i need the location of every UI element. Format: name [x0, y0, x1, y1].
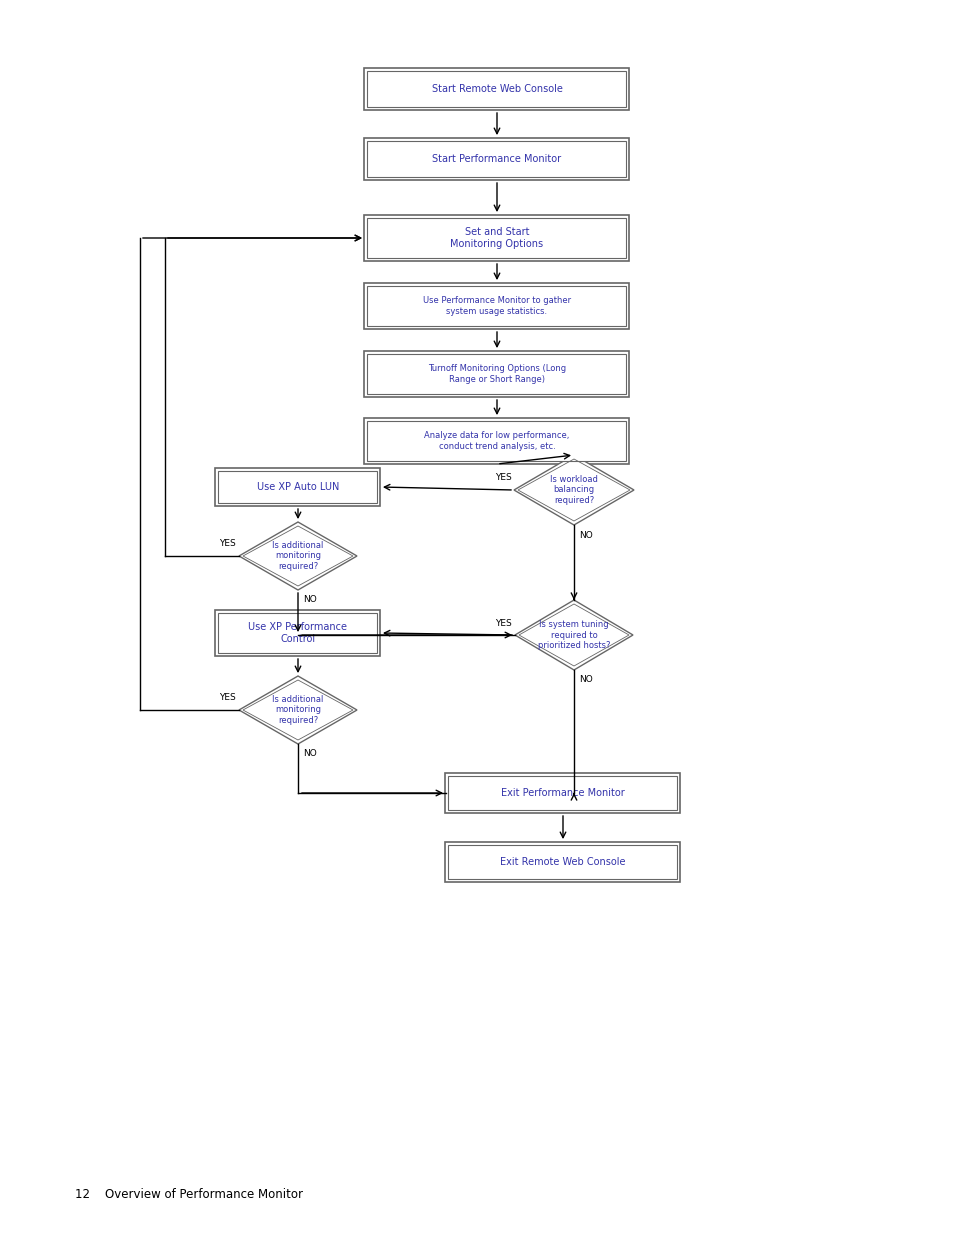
Text: Exit Remote Web Console: Exit Remote Web Console — [499, 857, 625, 867]
Text: YES: YES — [495, 473, 512, 483]
FancyBboxPatch shape — [364, 138, 629, 180]
Polygon shape — [515, 600, 633, 671]
FancyBboxPatch shape — [364, 215, 629, 261]
Text: NO: NO — [578, 531, 592, 540]
Text: YES: YES — [219, 694, 235, 703]
FancyBboxPatch shape — [367, 354, 626, 394]
Text: Is additional
monitoring
required?: Is additional monitoring required? — [272, 541, 323, 571]
Text: Is workload
balancing
required?: Is workload balancing required? — [550, 475, 598, 505]
FancyBboxPatch shape — [218, 613, 377, 653]
FancyBboxPatch shape — [367, 70, 626, 107]
FancyBboxPatch shape — [367, 219, 626, 258]
FancyBboxPatch shape — [218, 471, 377, 503]
Text: NO: NO — [578, 676, 592, 684]
Polygon shape — [514, 454, 634, 525]
Text: Analyze data for low performance,
conduct trend analysis, etc.: Analyze data for low performance, conduc… — [424, 431, 569, 451]
Text: YES: YES — [219, 540, 235, 548]
FancyBboxPatch shape — [215, 468, 380, 506]
Text: Set and Start
Monitoring Options: Set and Start Monitoring Options — [450, 227, 543, 248]
Text: Use Performance Monitor to gather
system usage statistics.: Use Performance Monitor to gather system… — [422, 296, 571, 316]
FancyBboxPatch shape — [445, 842, 679, 882]
FancyBboxPatch shape — [445, 773, 679, 813]
FancyBboxPatch shape — [448, 845, 677, 879]
FancyBboxPatch shape — [367, 287, 626, 326]
FancyBboxPatch shape — [215, 610, 380, 656]
Text: Turnoff Monitoring Options (Long
Range or Short Range): Turnoff Monitoring Options (Long Range o… — [428, 364, 565, 384]
FancyBboxPatch shape — [364, 351, 629, 396]
Text: 12    Overview of Performance Monitor: 12 Overview of Performance Monitor — [75, 1188, 303, 1202]
Polygon shape — [239, 522, 356, 590]
Text: Start Performance Monitor: Start Performance Monitor — [432, 154, 561, 164]
Text: Is system tuning
required to
prioritized hosts?: Is system tuning required to prioritized… — [537, 620, 610, 650]
Text: YES: YES — [495, 619, 512, 627]
Text: Is additional
monitoring
required?: Is additional monitoring required? — [272, 695, 323, 725]
Text: Start Remote Web Console: Start Remote Web Console — [431, 84, 562, 94]
FancyBboxPatch shape — [367, 141, 626, 177]
Text: Use XP Performance
Control: Use XP Performance Control — [248, 622, 347, 643]
FancyBboxPatch shape — [364, 417, 629, 464]
FancyBboxPatch shape — [367, 421, 626, 461]
FancyBboxPatch shape — [364, 283, 629, 329]
Polygon shape — [239, 676, 356, 743]
Text: Exit Performance Monitor: Exit Performance Monitor — [500, 788, 624, 798]
Text: NO: NO — [303, 750, 316, 758]
FancyBboxPatch shape — [364, 68, 629, 110]
Text: Use XP Auto LUN: Use XP Auto LUN — [256, 482, 339, 492]
FancyBboxPatch shape — [448, 776, 677, 810]
Text: NO: NO — [303, 595, 316, 604]
